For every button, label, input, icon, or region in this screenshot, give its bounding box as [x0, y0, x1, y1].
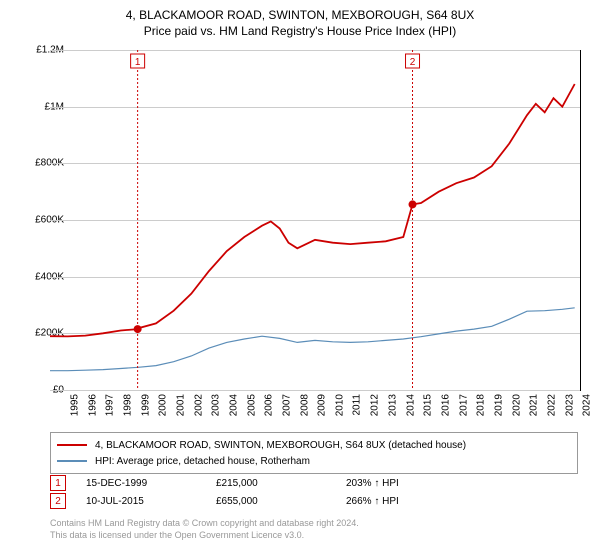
legend: 4, BLACKAMOOR ROAD, SWINTON, MEXBOROUGH,…	[50, 432, 578, 474]
xtick-label: 2008	[299, 394, 310, 416]
chart-subtitle: Price paid vs. HM Land Registry's House …	[0, 22, 600, 38]
xtick-label: 2006	[264, 394, 275, 416]
chart-plot-area: 12	[50, 50, 581, 391]
xtick-label: 2001	[175, 394, 186, 416]
marker-price: £215,000	[216, 478, 346, 489]
legend-row: HPI: Average price, detached house, Roth…	[57, 453, 571, 469]
xtick-label: 2023	[564, 394, 575, 416]
xtick-label: 2003	[211, 394, 222, 416]
xtick-label: 2013	[387, 394, 398, 416]
xtick-label: 2004	[228, 394, 239, 416]
marker-hpi: 266% ↑ HPI	[346, 496, 476, 507]
xtick-label: 2014	[405, 394, 416, 416]
marker-badge: 1	[50, 475, 66, 491]
xtick-label: 2018	[476, 394, 487, 416]
footer-line: This data is licensed under the Open Gov…	[50, 530, 359, 542]
marker-price: £655,000	[216, 496, 346, 507]
xtick-label: 2024	[582, 394, 593, 416]
xtick-label: 2011	[351, 394, 362, 416]
chart-svg: 12	[50, 50, 580, 390]
xtick-label: 1998	[122, 394, 133, 416]
xtick-label: 2017	[458, 394, 469, 416]
xtick-label: 1997	[105, 394, 116, 416]
svg-text:2: 2	[410, 57, 416, 68]
xtick-label: 2010	[334, 394, 345, 416]
footer: Contains HM Land Registry data © Crown c…	[50, 518, 359, 541]
sale-marker-table: 1 15-DEC-1999 £215,000 203% ↑ HPI 2 10-J…	[50, 474, 580, 510]
xtick-label: 2000	[158, 394, 169, 416]
svg-text:1: 1	[135, 57, 141, 68]
xtick-label: 1996	[87, 394, 98, 416]
xtick-label: 2012	[370, 394, 381, 416]
marker-date: 15-DEC-1999	[86, 478, 216, 489]
xtick-label: 2002	[193, 394, 204, 416]
legend-row: 4, BLACKAMOOR ROAD, SWINTON, MEXBOROUGH,…	[57, 437, 571, 453]
chart-title: 4, BLACKAMOOR ROAD, SWINTON, MEXBOROUGH,…	[0, 0, 600, 22]
xtick-label: 2019	[493, 394, 504, 416]
xtick-label: 2022	[546, 394, 557, 416]
marker-badge: 2	[50, 493, 66, 509]
marker-date: 10-JUL-2015	[86, 496, 216, 507]
legend-label: HPI: Average price, detached house, Roth…	[95, 456, 310, 467]
table-row: 2 10-JUL-2015 £655,000 266% ↑ HPI	[50, 492, 580, 510]
table-row: 1 15-DEC-1999 £215,000 203% ↑ HPI	[50, 474, 580, 492]
legend-swatch	[57, 460, 87, 462]
xtick-label: 2007	[281, 394, 292, 416]
footer-line: Contains HM Land Registry data © Crown c…	[50, 518, 359, 530]
xtick-label: 2021	[529, 394, 540, 416]
xtick-label: 1995	[69, 394, 80, 416]
legend-swatch	[57, 444, 87, 446]
xtick-label: 2016	[440, 394, 451, 416]
xtick-label: 2015	[423, 394, 434, 416]
marker-hpi: 203% ↑ HPI	[346, 478, 476, 489]
xtick-label: 2009	[317, 394, 328, 416]
xtick-label: 2020	[511, 394, 522, 416]
xtick-label: 1999	[140, 394, 151, 416]
legend-label: 4, BLACKAMOOR ROAD, SWINTON, MEXBOROUGH,…	[95, 440, 466, 451]
xtick-label: 2005	[246, 394, 257, 416]
